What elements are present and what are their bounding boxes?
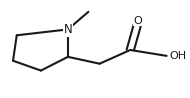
- Text: N: N: [64, 23, 72, 36]
- Text: OH: OH: [169, 51, 187, 61]
- Text: O: O: [133, 16, 142, 26]
